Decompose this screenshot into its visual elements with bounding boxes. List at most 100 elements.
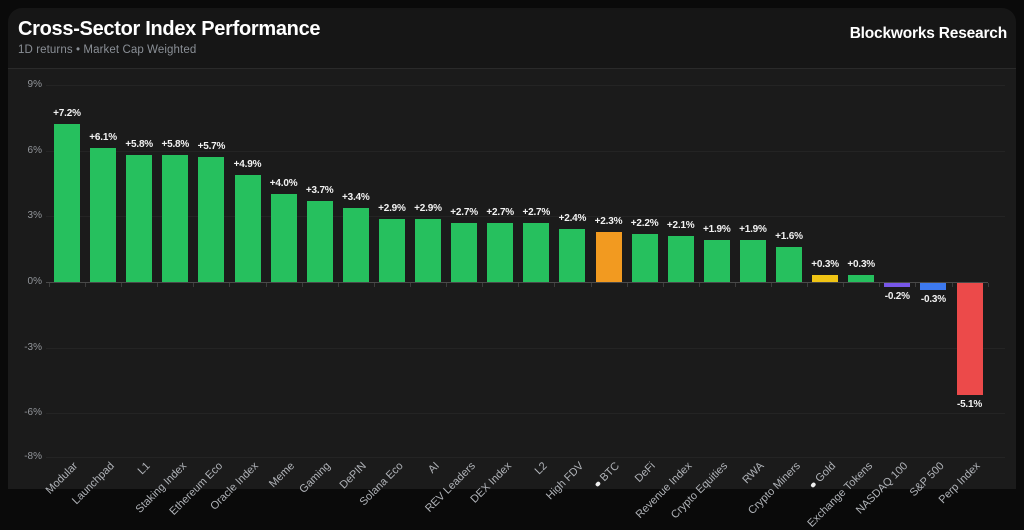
bar	[523, 222, 550, 282]
category-tick	[157, 283, 159, 287]
bar	[54, 124, 80, 282]
category-tick	[915, 283, 917, 287]
bar	[415, 218, 441, 282]
category-tick	[121, 283, 123, 287]
bar-value-label: +2.3%	[594, 215, 623, 227]
x-tick-label: BTC	[592, 460, 622, 490]
benchmark-dot-icon	[594, 480, 601, 488]
y-tick-label: 9%	[27, 78, 42, 90]
bar	[451, 222, 478, 282]
gridline	[46, 216, 1005, 218]
category-tick	[446, 283, 448, 287]
x-tick-label: DeFi	[633, 460, 659, 485]
bar-value-label: +3.7%	[305, 185, 334, 196]
bar	[884, 283, 911, 288]
category-tick	[698, 283, 700, 287]
chart-subtitle: 1D returns • Market Cap Weighted	[18, 44, 197, 56]
category-tick	[807, 283, 809, 287]
bar	[378, 218, 405, 282]
bar	[776, 247, 802, 282]
bar-value-label: +5.8%	[161, 139, 190, 150]
category-tick	[193, 283, 195, 287]
bar-value-label: +0.3%	[811, 259, 839, 271]
category-tick	[373, 283, 375, 287]
category-tick	[229, 283, 231, 287]
category-tick	[734, 283, 736, 287]
x-axis-baseline	[46, 282, 988, 283]
category-tick	[843, 283, 845, 287]
bar	[306, 201, 333, 282]
bar	[270, 194, 297, 282]
bar	[234, 174, 261, 282]
bar	[812, 275, 839, 282]
gridline	[46, 413, 1005, 415]
bar-value-label: +1.9%	[702, 224, 731, 236]
x-tick-label: Gold	[808, 460, 839, 491]
bar	[342, 207, 369, 282]
bar-value-label: +2.9%	[378, 202, 406, 214]
gridline	[46, 347, 1005, 349]
bar	[956, 283, 983, 395]
bar	[739, 240, 766, 282]
category-tick	[879, 283, 881, 287]
category-tick	[662, 283, 664, 287]
bar-value-label: +7.2%	[53, 108, 81, 120]
category-tick	[951, 283, 953, 287]
bar-value-label: +2.7%	[486, 206, 514, 218]
bar	[920, 283, 947, 290]
bar	[595, 231, 622, 282]
bar	[667, 236, 694, 282]
bar-value-label: +2.9%	[414, 202, 442, 214]
bar-chart: 9% 6% 3% 0% -3% -6% -8% +7.2% Modular +6.1% Launch…	[24, 78, 1005, 530]
gridline	[46, 150, 1005, 152]
y-tick-label: 3%	[27, 210, 42, 222]
bar-value-label: +1.6%	[775, 231, 803, 242]
gridline	[46, 84, 1005, 86]
bar	[703, 240, 730, 282]
gridline	[46, 457, 1005, 459]
category-tick	[518, 283, 520, 287]
x-tick-label: DePIN	[337, 460, 370, 492]
category-tick	[409, 283, 411, 287]
category-tick	[337, 283, 339, 287]
bar-value-label: +2.7%	[450, 206, 478, 218]
category-tick	[590, 283, 592, 287]
benchmark-dot-icon	[810, 481, 817, 489]
x-tick-label: L1	[135, 460, 153, 478]
bar	[848, 275, 875, 282]
bar-value-label: +4.0%	[269, 178, 298, 190]
bar	[90, 148, 117, 282]
bar-value-label: +6.1%	[89, 132, 117, 144]
bar	[198, 157, 225, 282]
category-tick	[49, 283, 50, 287]
bar-value-label: -0.3%	[920, 293, 946, 305]
bar-value-label: +2.4%	[558, 213, 587, 225]
brand-logo: Blockworks Research	[849, 25, 1008, 42]
bar-value-label: +2.1%	[666, 220, 695, 231]
bar	[162, 155, 189, 282]
category-tick	[85, 283, 87, 287]
bar-value-label: +0.3%	[847, 259, 875, 271]
y-tick-label: -6%	[24, 407, 42, 419]
header-divider	[8, 68, 1016, 69]
bar-value-label: +5.8%	[125, 139, 153, 150]
bar-value-label: -0.2%	[884, 291, 910, 303]
y-tick-label: -8%	[24, 451, 42, 463]
chart-title: Cross-Sector Index Performance	[18, 18, 321, 40]
bar	[126, 155, 153, 282]
y-tick-label: 6%	[27, 144, 42, 156]
bar	[631, 233, 658, 282]
bar-value-label: +5.7%	[197, 141, 226, 153]
x-tick-label: Modular	[43, 460, 81, 497]
category-tick	[626, 283, 628, 287]
x-tick-label: Meme	[266, 460, 298, 491]
category-tick	[554, 283, 556, 287]
bar-value-label: +3.4%	[341, 191, 370, 203]
x-tick-label: High FDV	[543, 460, 586, 503]
bar-value-label: +2.7%	[522, 206, 551, 218]
x-tick-label: RWA	[740, 460, 767, 487]
bar	[559, 229, 586, 282]
category-tick	[482, 283, 484, 287]
x-tick-label: L2	[532, 460, 550, 478]
x-tick-label: Gaming	[297, 460, 334, 496]
